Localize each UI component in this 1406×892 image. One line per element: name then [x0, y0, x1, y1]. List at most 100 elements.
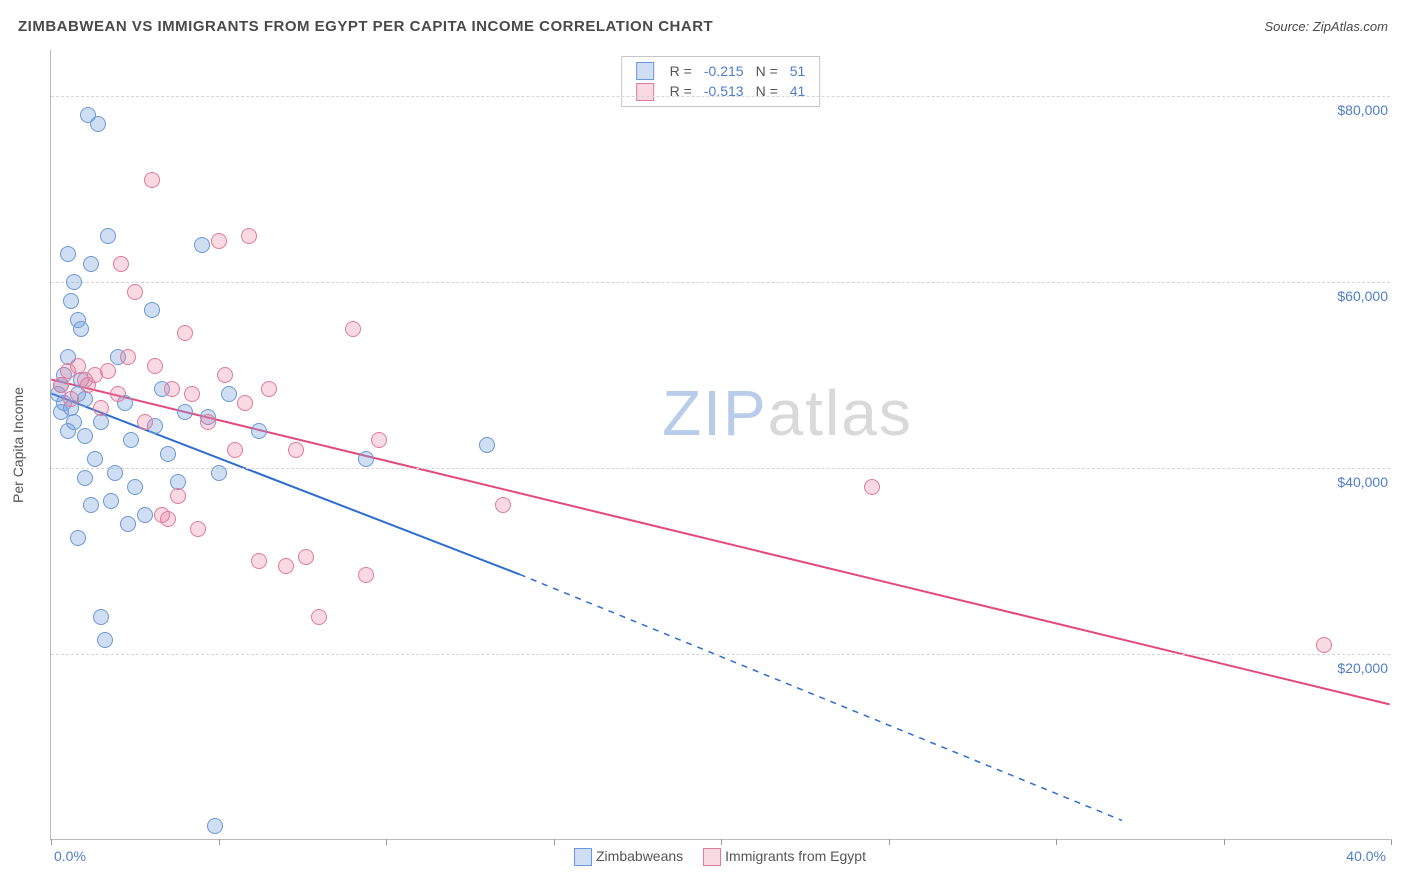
data-point-egypt: [127, 284, 143, 300]
data-point-zimbabweans: [77, 428, 93, 444]
data-point-egypt: [345, 321, 361, 337]
data-point-egypt: [137, 414, 153, 430]
data-point-egypt: [164, 381, 180, 397]
data-point-egypt: [160, 511, 176, 527]
x-tick: [721, 839, 722, 845]
data-point-zimbabweans: [70, 530, 86, 546]
data-point-zimbabweans: [137, 507, 153, 523]
data-point-egypt: [177, 325, 193, 341]
x-tick: [889, 839, 890, 845]
data-point-zimbabweans: [93, 414, 109, 430]
y-tick-label: $40,000: [1337, 474, 1392, 490]
data-point-zimbabweans: [120, 516, 136, 532]
x-tick: [1391, 839, 1392, 845]
x-tick: [1056, 839, 1057, 845]
legend-swatch: [703, 848, 721, 866]
plot-wrap: Per Capita Income ZIPatlas R =-0.215N =5…: [50, 50, 1390, 840]
legend-n-label: N =: [750, 61, 784, 81]
data-point-zimbabweans: [221, 386, 237, 402]
data-point-zimbabweans: [87, 451, 103, 467]
legend-r-value: -0.215: [698, 61, 750, 81]
data-point-egypt: [120, 349, 136, 365]
data-point-egypt: [495, 497, 511, 513]
legend-item-zimbabweans: Zimbabweans: [574, 848, 683, 866]
data-point-egypt: [251, 553, 267, 569]
data-point-egypt: [144, 172, 160, 188]
data-point-egypt: [311, 609, 327, 625]
data-point-zimbabweans: [66, 414, 82, 430]
legend-r-value: -0.513: [698, 81, 750, 101]
data-point-zimbabweans: [127, 479, 143, 495]
data-point-egypt: [227, 442, 243, 458]
source-attribution: Source: ZipAtlas.com: [1264, 19, 1388, 34]
data-point-zimbabweans: [83, 497, 99, 513]
y-tick-label: $80,000: [1337, 102, 1392, 118]
data-point-egypt: [241, 228, 257, 244]
legend-item-egypt: Immigrants from Egypt: [703, 848, 866, 866]
data-point-egypt: [184, 386, 200, 402]
legend-n-label: N =: [750, 81, 784, 101]
legend-r-label: R =: [664, 61, 698, 81]
data-point-egypt: [63, 391, 79, 407]
data-point-egypt: [237, 395, 253, 411]
y-tick-label: $20,000: [1337, 660, 1392, 676]
chart-title: ZIMBABWEAN VS IMMIGRANTS FROM EGYPT PER …: [18, 18, 713, 35]
plot-area: ZIPatlas R =-0.215N =51R =-0.513N =41 $2…: [50, 50, 1390, 840]
data-point-zimbabweans: [66, 274, 82, 290]
data-point-zimbabweans: [100, 228, 116, 244]
regression-line-extrapolated-zimbabweans: [520, 574, 1122, 820]
data-point-zimbabweans: [73, 321, 89, 337]
legend-r-label: R =: [664, 81, 698, 101]
data-point-zimbabweans: [83, 256, 99, 272]
data-point-zimbabweans: [107, 465, 123, 481]
watermark: ZIPatlas: [662, 376, 913, 450]
data-point-egypt: [1316, 637, 1332, 653]
data-point-egypt: [170, 488, 186, 504]
data-point-zimbabweans: [97, 632, 113, 648]
data-point-egypt: [217, 367, 233, 383]
data-point-zimbabweans: [60, 246, 76, 262]
data-point-zimbabweans: [77, 470, 93, 486]
data-point-zimbabweans: [251, 423, 267, 439]
legend-corr-row-zimbabweans: R =-0.215N =51: [630, 61, 812, 81]
data-point-zimbabweans: [211, 465, 227, 481]
gridline-h: [51, 96, 1390, 97]
data-point-egypt: [93, 400, 109, 416]
data-point-zimbabweans: [63, 293, 79, 309]
legend-swatch: [636, 83, 654, 101]
x-tick: [386, 839, 387, 845]
data-point-zimbabweans: [207, 818, 223, 834]
x-tick: [51, 839, 52, 845]
data-point-egypt: [371, 432, 387, 448]
y-axis-label: Per Capita Income: [10, 387, 26, 503]
data-point-egypt: [53, 377, 69, 393]
y-tick-label: $60,000: [1337, 288, 1392, 304]
regression-line-zimbabweans: [51, 393, 519, 574]
x-tick: [1224, 839, 1225, 845]
legend-swatch: [574, 848, 592, 866]
legend-label: Zimbabweans: [596, 848, 683, 864]
data-point-egypt: [298, 549, 314, 565]
data-point-egypt: [190, 521, 206, 537]
legend-corr-row-egypt: R =-0.513N =41: [630, 81, 812, 101]
data-point-zimbabweans: [479, 437, 495, 453]
legend-n-value: 41: [784, 81, 812, 101]
data-point-egypt: [100, 363, 116, 379]
legend-swatch: [636, 62, 654, 80]
data-point-egypt: [864, 479, 880, 495]
gridline-h: [51, 282, 1390, 283]
data-point-egypt: [147, 358, 163, 374]
data-point-zimbabweans: [160, 446, 176, 462]
data-point-zimbabweans: [103, 493, 119, 509]
data-point-zimbabweans: [358, 451, 374, 467]
legend-label: Immigrants from Egypt: [725, 848, 866, 864]
data-point-egypt: [200, 414, 216, 430]
x-axis-max-label: 40.0%: [1346, 848, 1386, 864]
data-point-egypt: [278, 558, 294, 574]
data-point-egypt: [110, 386, 126, 402]
data-point-egypt: [358, 567, 374, 583]
data-point-egypt: [113, 256, 129, 272]
data-point-zimbabweans: [144, 302, 160, 318]
x-axis-min-label: 0.0%: [54, 848, 86, 864]
gridline-h: [51, 654, 1390, 655]
